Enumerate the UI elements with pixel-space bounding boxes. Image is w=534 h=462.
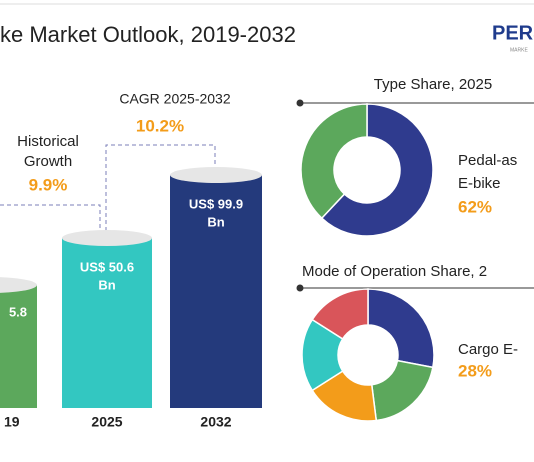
bar-cap	[62, 230, 152, 246]
bar-cap	[0, 277, 37, 293]
connector	[105, 144, 216, 238]
year-label: 2032	[200, 414, 231, 430]
donut-segment	[367, 288, 435, 369]
connector	[0, 204, 101, 238]
bar-label: US$ 99.9	[189, 196, 243, 211]
type-value: 62%	[458, 197, 492, 216]
year-label: 19	[4, 414, 20, 430]
donut-segment	[320, 103, 434, 237]
type-label: Pedal-as	[458, 152, 517, 169]
historical-label: Historical	[17, 133, 79, 150]
mode-value: 28%	[458, 361, 492, 380]
type-title: Type Share, 2025	[374, 76, 492, 93]
rule-dot	[296, 99, 304, 107]
rule-dot	[296, 284, 304, 292]
bar	[62, 238, 152, 408]
mode-title: Mode of Operation Share, 2	[302, 263, 487, 280]
historical-label: Growth	[24, 153, 72, 170]
donut-segment	[300, 103, 368, 220]
historical-value: 9.9%	[29, 175, 68, 194]
cagr-label: CAGR 2025-2032	[119, 91, 231, 107]
logo: PERSi	[492, 22, 534, 44]
title: ke Market Outlook, 2019-2032	[0, 22, 296, 47]
bar-label: Bn	[98, 277, 115, 292]
bar-label: 5.8	[9, 304, 27, 319]
type-label: E-bike	[458, 175, 501, 192]
cagr-value: 10.2%	[136, 116, 184, 135]
bar-label: Bn	[207, 214, 224, 229]
donut-segment	[370, 359, 434, 422]
logo-sub: MARKE	[510, 47, 528, 53]
donut-segment	[311, 288, 369, 340]
bar-label: US$ 50.6	[80, 259, 134, 274]
bar-cap	[170, 167, 262, 183]
bar	[170, 175, 262, 408]
bar	[0, 285, 37, 408]
mode-label: Cargo E-	[458, 341, 518, 358]
year-label: 2025	[91, 414, 122, 430]
